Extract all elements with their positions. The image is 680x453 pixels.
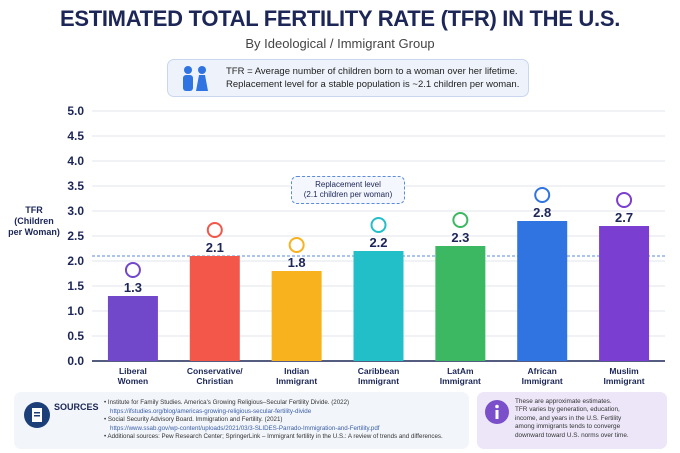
x-tick-label: LatAm Immigrant	[439, 366, 481, 386]
y-axis-label: TFR (Children per Woman)	[8, 205, 60, 237]
y-tick-label: 3.0	[67, 204, 84, 218]
reference-label: Replacement level (2.1 children per woma…	[291, 176, 405, 204]
category-icon	[616, 192, 633, 208]
bar	[353, 251, 404, 361]
info-text: TFR = Average number of children born to…	[226, 65, 519, 91]
y-tick-label: 2.0	[67, 254, 84, 268]
x-tick-label: Liberal Women	[117, 366, 149, 386]
y-tick-label: 2.5	[67, 229, 84, 243]
title: ESTIMATED TOTAL FERTILITY RATE (TFR) IN …	[59, 6, 621, 31]
value-label: 2.2	[369, 235, 387, 250]
source-line: • Social Security Advisory Board. Immigr…	[104, 416, 283, 424]
y-tick-label: 1.5	[67, 279, 84, 293]
value-label: 2.8	[533, 205, 551, 220]
doc-icon	[24, 402, 50, 428]
source-line: • Additional sources: Pew Research Cente…	[104, 433, 443, 441]
x-tick-label: Caribbean Immigrant	[357, 366, 400, 386]
subtitle: By Ideological / Immigrant Group	[245, 36, 435, 51]
info-line: Replacement level for a stable populatio…	[226, 79, 520, 90]
bar	[599, 226, 650, 361]
y-tick-label: 0.5	[67, 329, 84, 343]
category-icon	[370, 217, 387, 233]
category-icon	[288, 237, 305, 253]
x-tick-label: African Immigrant	[521, 366, 563, 386]
sources-heading: SOURCES	[54, 402, 99, 412]
value-label: 2.1	[206, 240, 224, 255]
y-tick-label: 4.0	[67, 154, 84, 168]
y-tick-label: 3.5	[67, 179, 84, 193]
y-tick-label: 0.0	[67, 354, 84, 368]
y-tick-label: 5.0	[67, 104, 84, 118]
sources-list: • Institute for Family Studies. America'…	[104, 399, 464, 442]
note-box: These are approximate estimates. TFR var…	[477, 392, 667, 449]
info-line: TFR = Average number of children born to…	[226, 66, 518, 77]
x-tick-label: Indian Immigrant	[276, 366, 318, 386]
value-label: 1.8	[288, 255, 306, 270]
source-line: https://www.ssab.gov/wp-content/uploads/…	[110, 424, 380, 432]
category-icon	[534, 187, 551, 203]
source-line: • Institute for Family Studies. America'…	[104, 399, 350, 406]
bar	[107, 296, 158, 361]
bar	[435, 246, 486, 361]
x-tick-label: Muslim Immigrant	[603, 366, 645, 386]
y-tick-label: 4.5	[67, 129, 84, 143]
note: These are approximate estimates. TFR var…	[515, 398, 629, 439]
value-label: 1.3	[124, 280, 142, 295]
sources-box: SOURCES • Institute for Family Studies. …	[14, 392, 469, 449]
value-label: 2.3	[451, 230, 469, 245]
chart: 0.0 0.5 1.0 1.5 2.0 2.5 3.0 3.5 4.0 4.5 5.0 1.3 2.1 1…	[67, 104, 665, 368]
y-tick-label: 1.0	[67, 304, 84, 318]
category-icon	[452, 212, 469, 228]
x-tick-label: Conservative/ Christian	[186, 366, 243, 386]
bar	[189, 256, 240, 361]
family-icon	[183, 66, 208, 91]
info-icon	[485, 400, 509, 424]
source-line: https://ifstudies.org/blog/americas-grow…	[110, 407, 312, 415]
category-icon	[206, 222, 223, 238]
category-icon	[124, 262, 141, 278]
bar	[517, 221, 568, 361]
info-box: TFR = Average number of children born to…	[167, 59, 529, 97]
value-label: 2.7	[615, 210, 633, 225]
bar	[271, 271, 322, 361]
